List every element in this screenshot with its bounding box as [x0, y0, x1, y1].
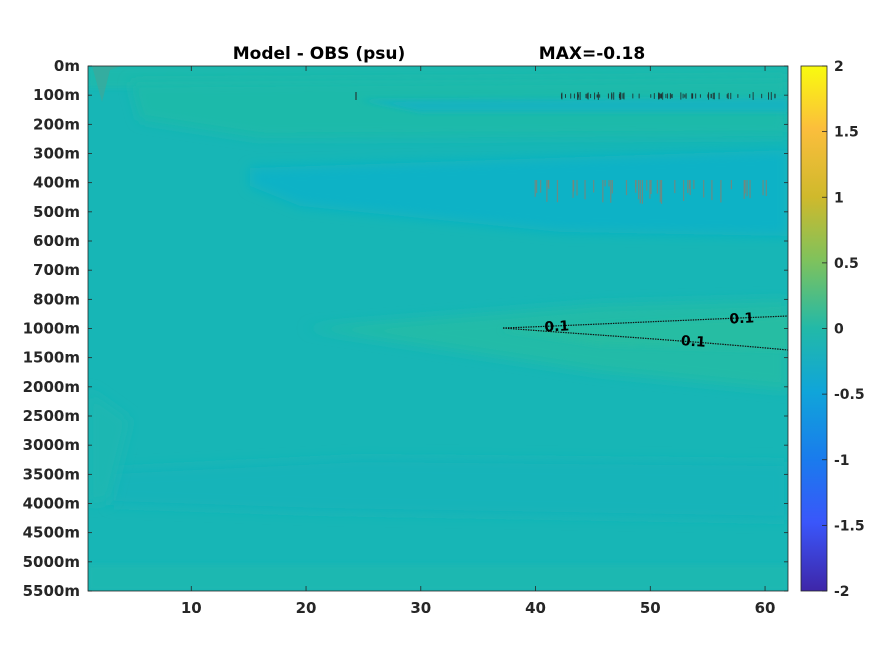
- x-tick-label: 20: [296, 599, 317, 617]
- colorbar-tick-label: -0.5: [834, 387, 865, 403]
- y-tick-label: 5000m: [23, 553, 80, 571]
- contour-line-lower: [502, 327, 788, 351]
- colorbar-tick-label: 1.5: [834, 125, 859, 141]
- colorbar-tick-label: -2: [834, 584, 850, 600]
- y-tick-label: 600m: [33, 232, 80, 250]
- x-tick-label: 10: [181, 599, 202, 617]
- y-tick-label: 400m: [33, 174, 80, 192]
- y-tick-label: 4500m: [23, 524, 80, 542]
- chart-title: Model - OBS (psu): [233, 44, 406, 64]
- y-axis: 0m 100m 200m 300m 400m 500m 600m 700m 800m 1000m 1…: [23, 57, 788, 600]
- y-tick-label: 300m: [33, 145, 80, 163]
- y-tick-label: 700m: [33, 261, 80, 279]
- y-tick-label: 800m: [33, 290, 80, 308]
- y-tick-label: 100m: [33, 86, 80, 104]
- heatmap-band-4000m: [110, 458, 788, 520]
- heatmap-band-400m: [250, 150, 788, 236]
- contour-label-3: 0.1: [680, 333, 706, 351]
- colorbar-tick-label: 1: [834, 190, 844, 206]
- heatmap-core-150m: [360, 98, 788, 112]
- noise-marks: [355, 92, 776, 204]
- y-tick-label: 2000m: [23, 378, 80, 396]
- max-label: MAX=-0.18: [539, 44, 645, 64]
- x-tick-label: 60: [755, 599, 776, 617]
- colorbar-tick-label: 0: [834, 322, 844, 338]
- heatmap-surface-wedge: [92, 66, 122, 102]
- contour-line-upper: [502, 315, 788, 329]
- y-tick-label: 3000m: [23, 436, 80, 454]
- y-tick-label: 2500m: [23, 407, 80, 425]
- contour-label-2: 0.1: [729, 310, 755, 327]
- heatmap-lens-core: [500, 316, 788, 350]
- x-axis: 10 20 30 40 50 60: [181, 66, 776, 617]
- y-tick-label: 200m: [33, 115, 80, 133]
- colorbar: 2 1.5 1 0.5 0 -0.5 -1 -1.5 -2: [800, 59, 865, 600]
- y-tick-label: 4000m: [23, 495, 80, 513]
- heatmap-bottom-band: [88, 565, 788, 591]
- colorbar-tick-label: -1: [834, 453, 850, 469]
- y-tick-label: 5500m: [23, 582, 80, 600]
- y-tick-label: 0m: [54, 57, 80, 75]
- x-tick-label: 50: [640, 599, 661, 617]
- colorbar-tick-label: -1.5: [834, 518, 865, 534]
- contour-label-1: 0.1: [544, 318, 570, 335]
- x-tick-label: 30: [410, 599, 431, 617]
- colorbar-ticks: 2 1.5 1 0.5 0 -0.5 -1 -1.5 -2: [822, 59, 865, 600]
- y-tick-label: 1000m: [23, 320, 80, 338]
- y-tick-label: 500m: [33, 203, 80, 221]
- x-tick-label: 40: [525, 599, 546, 617]
- colorbar-tick-label: 0.5: [834, 256, 859, 272]
- colorbar-tick-label: 2: [834, 59, 844, 75]
- y-tick-label: 1500m: [23, 349, 80, 367]
- plot-area: [88, 66, 788, 591]
- heatmap-left-plume: [88, 390, 130, 505]
- y-tick-label: 3500m: [23, 465, 80, 483]
